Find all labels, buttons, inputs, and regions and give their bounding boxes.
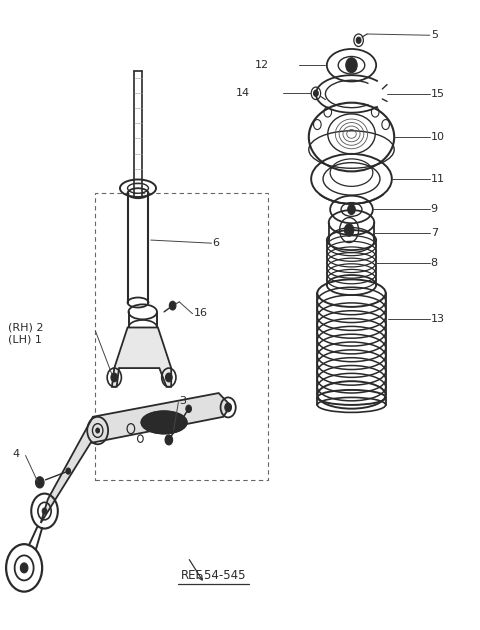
Circle shape (344, 224, 354, 236)
Text: 6: 6 (213, 238, 219, 248)
Text: (LH) 1: (LH) 1 (8, 335, 41, 345)
Text: (RH) 2: (RH) 2 (8, 323, 43, 333)
Polygon shape (112, 328, 171, 387)
Circle shape (36, 477, 44, 488)
Circle shape (169, 301, 176, 310)
Text: 15: 15 (431, 89, 445, 99)
Circle shape (96, 428, 99, 433)
Circle shape (42, 508, 47, 514)
Circle shape (20, 563, 28, 573)
Circle shape (346, 58, 357, 72)
Text: 9: 9 (431, 205, 438, 214)
Bar (96, 193, 268, 481)
Circle shape (348, 205, 355, 214)
Text: 3: 3 (179, 396, 186, 406)
Text: 16: 16 (193, 307, 207, 318)
Text: 13: 13 (431, 314, 445, 324)
Circle shape (166, 373, 172, 382)
Circle shape (348, 62, 354, 69)
Circle shape (111, 373, 118, 382)
Text: 12: 12 (254, 60, 268, 70)
Text: 14: 14 (235, 88, 250, 98)
Ellipse shape (141, 411, 187, 433)
Text: REF.54-545: REF.54-545 (181, 570, 247, 582)
Text: 5: 5 (431, 30, 438, 40)
Circle shape (165, 435, 173, 445)
Circle shape (186, 405, 192, 413)
Text: 11: 11 (431, 174, 445, 184)
Circle shape (313, 90, 318, 96)
Text: 8: 8 (431, 258, 438, 268)
Text: 4: 4 (12, 449, 19, 459)
Polygon shape (41, 393, 230, 523)
Text: 7: 7 (431, 227, 438, 238)
Text: 10: 10 (431, 132, 445, 142)
Circle shape (225, 403, 231, 412)
Circle shape (356, 37, 361, 43)
Circle shape (66, 468, 71, 474)
